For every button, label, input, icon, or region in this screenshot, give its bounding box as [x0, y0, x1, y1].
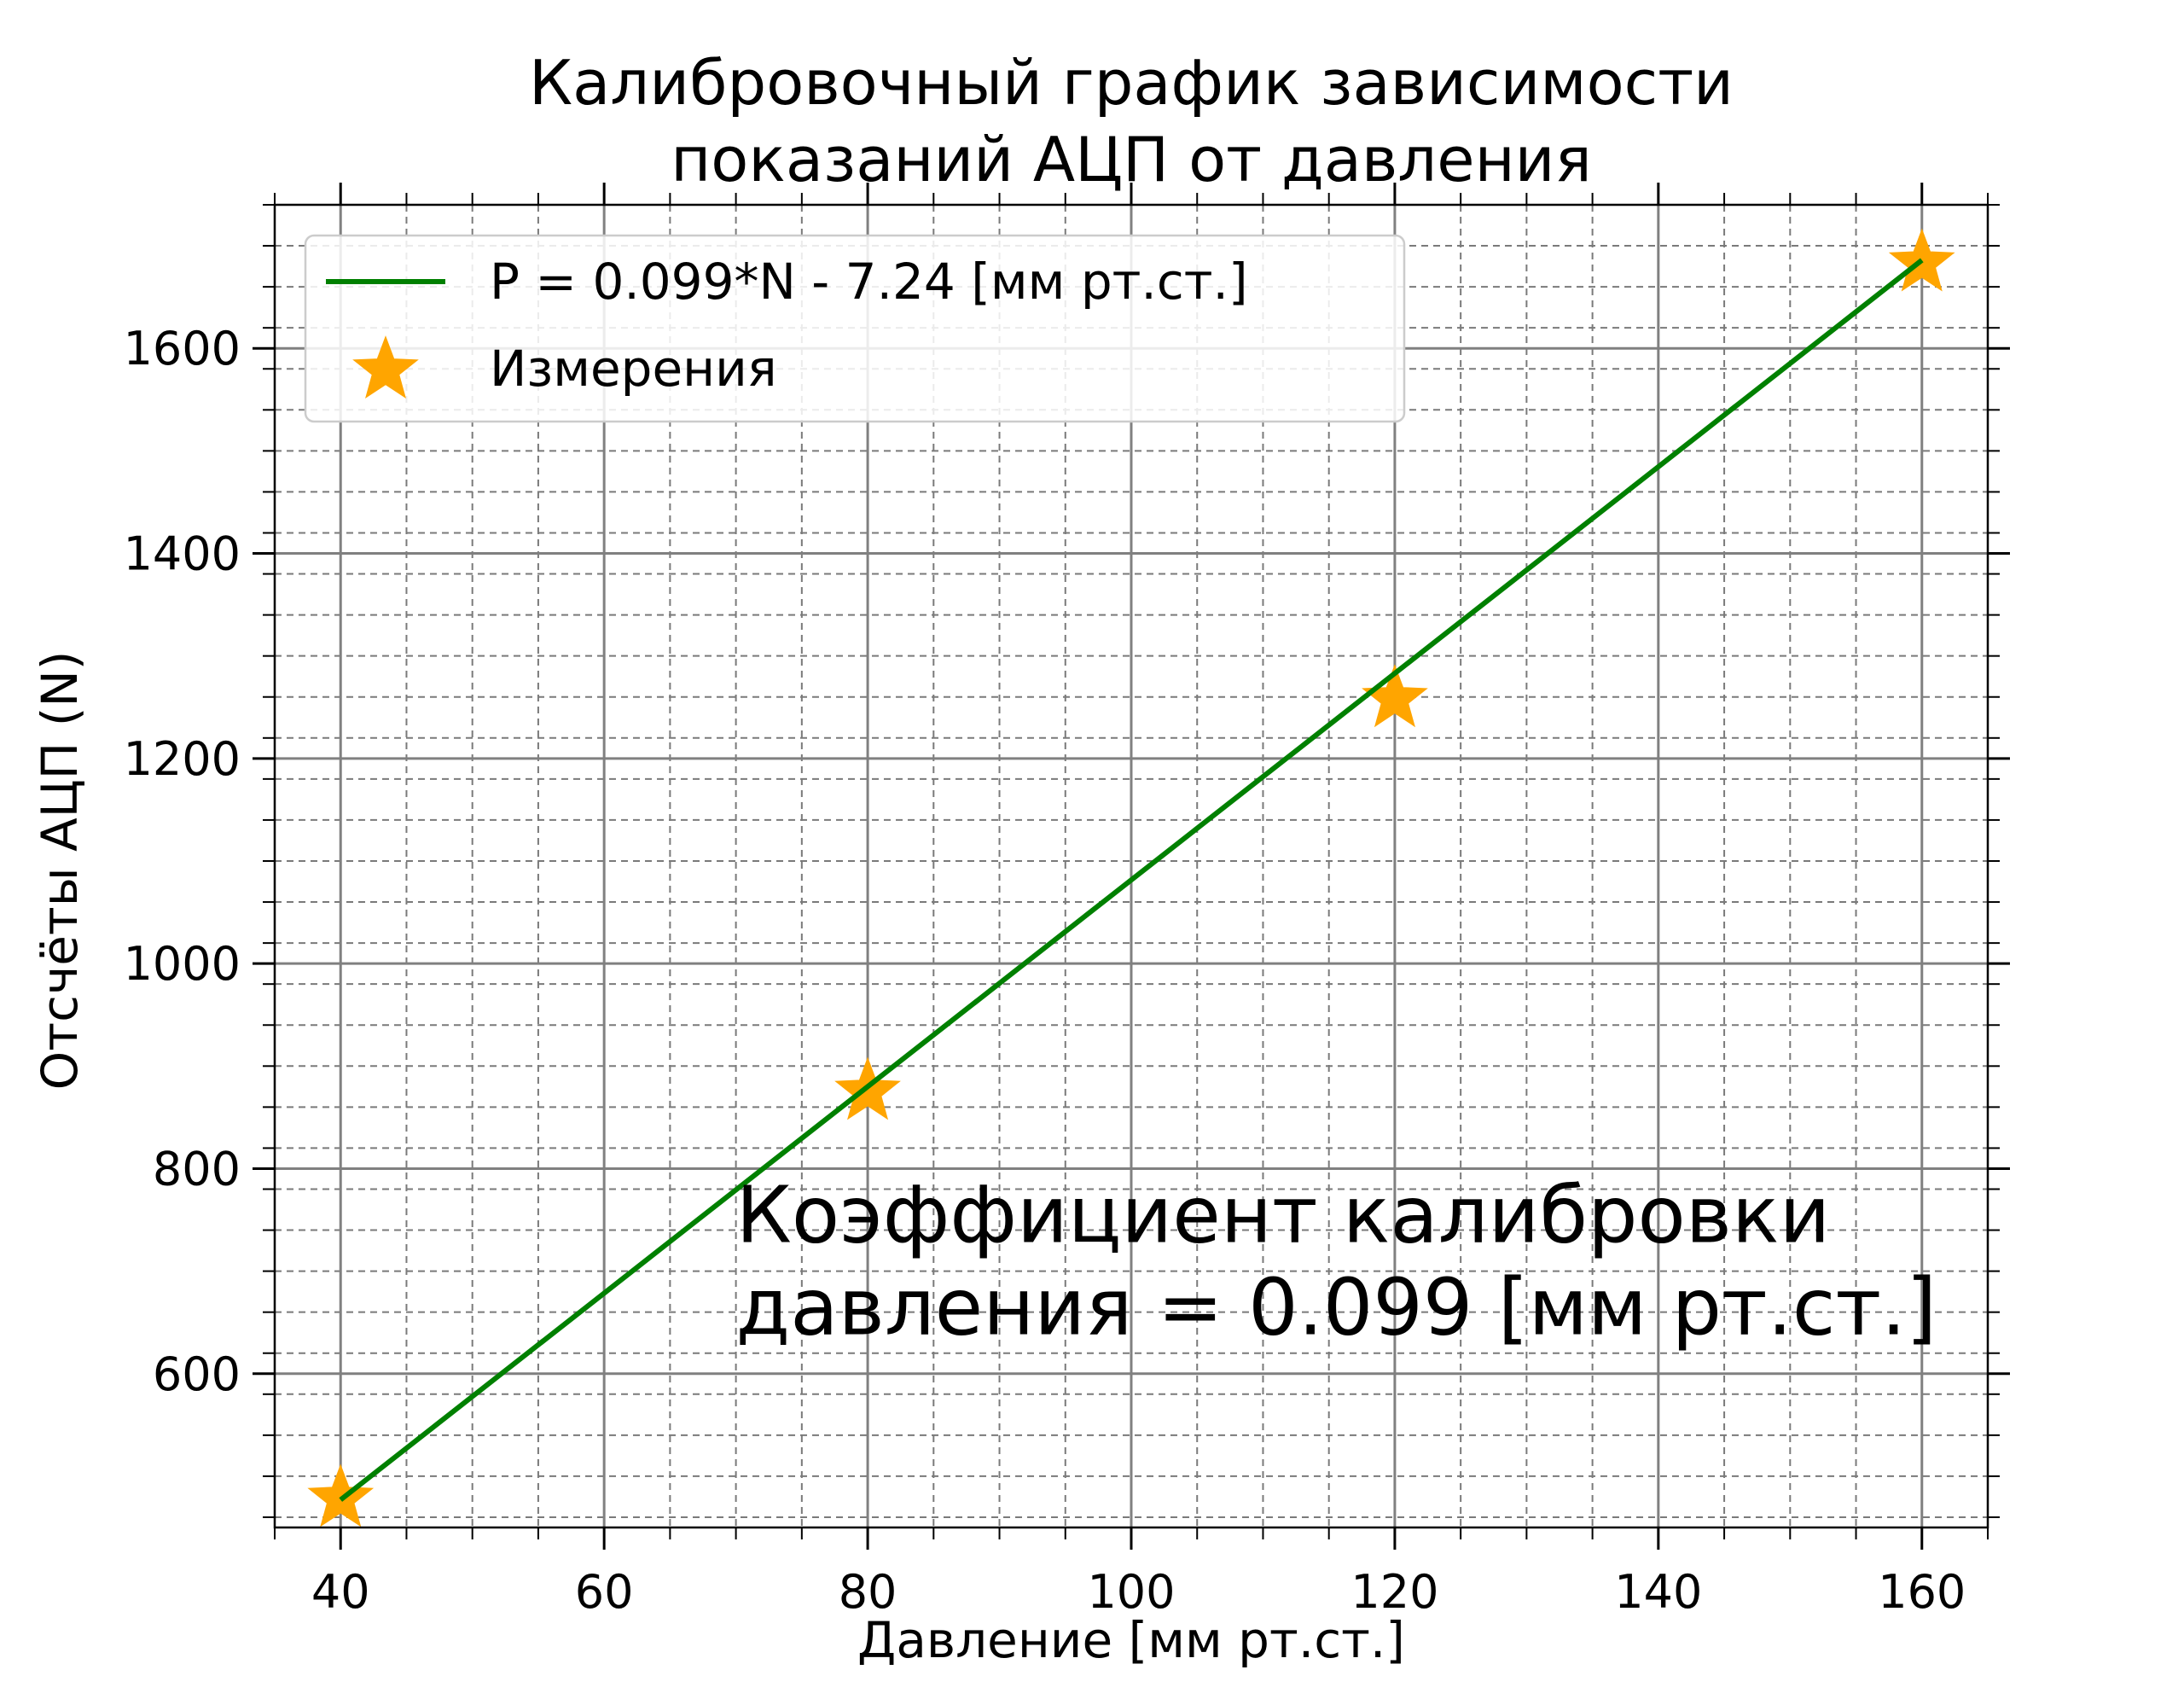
- x-tick-label: 140: [1614, 1565, 1702, 1619]
- y-tick-label: 1000: [124, 937, 241, 991]
- chart-title-line-2: показаний АЦП от давления: [671, 124, 1592, 195]
- y-tick-label: 1400: [124, 527, 241, 581]
- legend-star-marker: [352, 335, 419, 399]
- measurement-star-point: [307, 1463, 375, 1527]
- axis-ticks: [253, 183, 2010, 1550]
- x-tick-label: 120: [1350, 1565, 1438, 1619]
- y-tick-label: 600: [153, 1347, 241, 1401]
- legend-box: [304, 234, 1406, 423]
- legend-star-icon: [352, 335, 419, 399]
- tick-labels: 40 60 80 100 120 140 160 600 800 1000 1200 1400 1600: [124, 322, 1966, 1619]
- annotation-line-2: давления = 0.099 [мм рт.ст.]: [736, 1262, 1937, 1353]
- x-tick-label: 60: [575, 1565, 634, 1619]
- series-layer: [307, 228, 1955, 1527]
- x-axis-label: Давление [мм рт.ст.]: [857, 1611, 1405, 1669]
- x-tick-label: 40: [311, 1565, 370, 1619]
- y-tick-label: 1200: [124, 732, 241, 786]
- chart-title-line-1: Калибровочный график зависимости: [529, 47, 1734, 119]
- y-axis-label: Отсчёты АЦП (N): [31, 651, 89, 1091]
- legend-label-measurements: Измерения: [490, 340, 777, 398]
- legend: P = 0.099*N - 7.24 [мм рт.ст.] Измерения: [304, 234, 1406, 423]
- annotation-line-1: Коэффициент калибровки: [736, 1170, 1831, 1261]
- x-tick-label: 80: [839, 1565, 897, 1619]
- y-tick-label: 800: [153, 1142, 241, 1196]
- y-tick-label: 1600: [124, 322, 241, 375]
- x-tick-label: 160: [1878, 1565, 1966, 1619]
- legend-label-fit: P = 0.099*N - 7.24 [мм рт.ст.]: [490, 253, 1248, 311]
- measurement-star-point: [1888, 228, 1955, 292]
- major-grid: [275, 205, 1988, 1527]
- x-tick-label: 100: [1087, 1565, 1175, 1619]
- fit-line: [339, 258, 1924, 1502]
